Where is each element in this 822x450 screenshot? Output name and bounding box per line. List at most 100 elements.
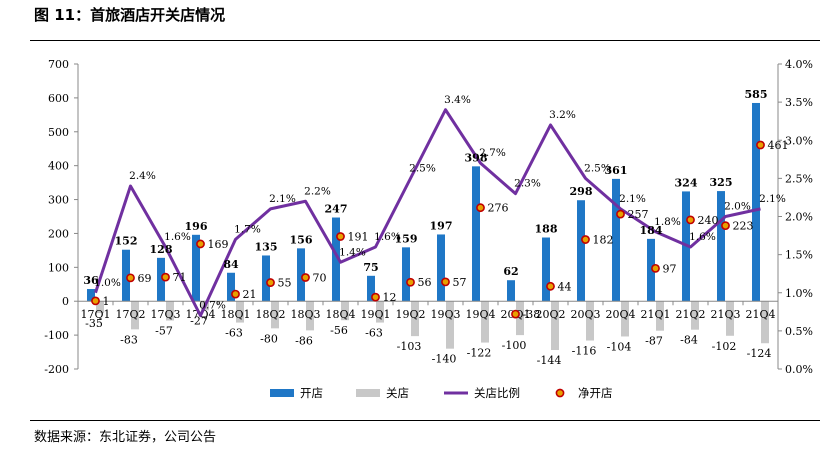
close-ratio-label: 2.5% [409,162,436,174]
left-axis-tick-label: 200 [48,227,69,240]
net-open-label: 182 [593,234,614,247]
close-bar [656,301,664,331]
net-open-dot [686,215,695,225]
close-bar-label: -124 [747,347,772,360]
top-rule [30,40,820,41]
left-axis-tick-label: 0 [62,295,69,308]
net-open-dot [511,309,520,319]
close-bar-label: -122 [467,347,492,360]
right-axis-tick-label: 2.0% [785,211,813,224]
open-bar-label: 325 [710,176,733,189]
open-bar-label: 159 [395,232,418,245]
net-open-dot [126,273,135,283]
open-bars-layer [87,102,760,302]
close-bar-label: -80 [260,332,278,345]
close-bar [726,301,734,336]
net-open-label: 223 [733,220,754,233]
close-bar-label: -116 [572,345,597,358]
net-open-label: 12 [383,291,397,304]
close-bar-label: -86 [295,334,313,347]
close-bar-label: -104 [607,340,632,353]
net-open-dot [196,239,205,249]
open-bar-label: 361 [605,164,628,177]
close-ratio-label: 1.0% [94,277,121,289]
close-ratio-label: 2.2% [304,185,331,197]
open-bar [612,178,620,302]
x-axis-tick-label: 18Q1 [220,308,250,321]
data-labels-layer: 3615212819684135156247751591973986218829… [83,88,788,367]
left-axis-tick-label: -100 [44,329,69,342]
x-axis-tick-label: 21Q1 [640,308,670,321]
net-open-dot [231,289,240,299]
x-axis-tick-label: 19Q1 [360,308,390,321]
open-bar-label: 324 [675,176,698,189]
left-axis-tick-label: 100 [48,261,69,274]
close-bar [551,301,559,351]
x-axis-tick-label: 18Q3 [290,308,320,321]
net-open-label: -38 [523,308,541,321]
x-axis-tick-label: 19Q4 [465,308,495,321]
open-bar-label: 36 [83,274,99,287]
close-bar [691,301,699,330]
close-ratio-label: 1.6% [164,231,191,243]
left-axis-tick-label: 300 [48,194,69,207]
net-open-dot [651,263,660,273]
net-open-label: 70 [313,272,327,285]
open-bar-label: 298 [570,185,593,198]
close-bar-label: -84 [680,334,698,347]
open-bar-label: 398 [465,151,488,164]
net-open-label: 57 [453,276,467,289]
right-axis-tick-label: 4.0% [785,58,813,71]
open-bar [227,272,235,302]
right-axis-tick-label: 2.5% [785,172,813,185]
close-ratio-label: 1.4% [339,246,366,258]
close-ratio-label: 1.7% [234,223,261,235]
open-bar [647,238,655,302]
close-ratio-label: 2.1% [759,193,786,205]
net-open-dot [756,140,765,150]
open-bar-label: 152 [115,235,138,248]
x-axis-tick-label: 20Q4 [605,308,635,321]
open-bar-label: 247 [325,203,348,216]
close-bar-label: -63 [225,327,243,340]
open-bar-label: 196 [185,220,208,233]
open-bar [507,280,515,302]
close-bar-label: -57 [155,325,173,338]
close-ratio-label: 1.6% [374,231,401,243]
open-bar [157,257,165,302]
close-bar-label: -140 [432,353,457,366]
x-axis-tick-label: 17Q3 [150,308,180,321]
close-bar [411,301,419,337]
legend-swatch-dot [555,388,565,398]
net-open-dot [406,277,415,287]
legend-swatch-bar [356,389,380,397]
x-axis-tick-label: 18Q4 [325,308,355,321]
source-note: 数据来源：东北证券，公司公告 [34,430,217,445]
right-axis-tick-label: 1.5% [785,249,813,262]
close-bar-label: -27 [190,314,208,327]
net-open-dot [161,272,170,282]
open-bar [297,248,305,302]
net-open-dot [336,232,345,241]
open-bar [577,200,585,302]
close-ratio-label: 2.0% [724,201,751,213]
open-bar [87,289,95,302]
legend-label: 开店 [300,386,323,400]
x-axis-tick-label: 21Q4 [745,308,775,321]
net-open-label: 69 [138,272,152,285]
close-bar-label: -144 [537,354,562,367]
net-open-dot [301,273,310,282]
x-axis-tick-label: 20Q3 [570,308,600,321]
open-bar [367,275,375,302]
x-axis-tick-label: 21Q2 [675,308,705,321]
open-bar [192,234,200,302]
net-open-label: 21 [243,288,257,301]
close-bar [621,301,629,337]
legend-label: 关店比例 [474,386,520,400]
net-open-dot [371,292,380,302]
close-bar-label: -83 [120,333,138,346]
net-open-dot [441,277,450,287]
legend: 开店 关店 关店比例 净开店 [270,386,613,400]
close-bar-label: -63 [365,327,383,340]
